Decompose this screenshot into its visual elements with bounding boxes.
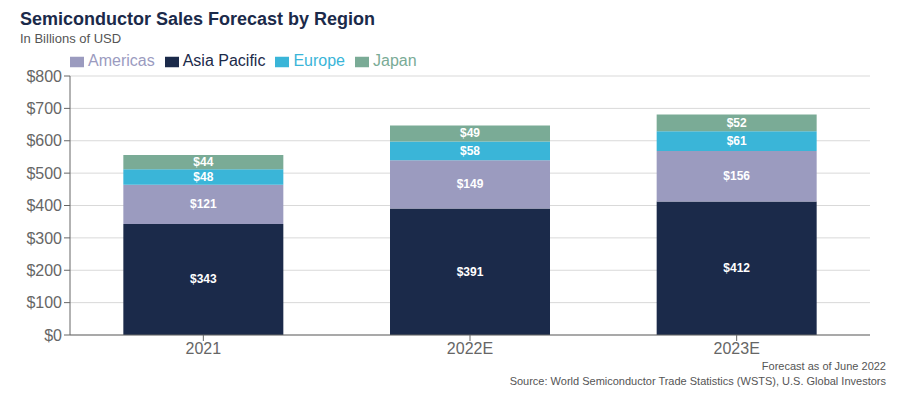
- html-text:Forecast as of June 2022: Forecast as of June 2022: [761, 360, 886, 372]
- svg-text:2022E: 2022E: [447, 340, 493, 357]
- svg-text:2021: 2021: [186, 340, 222, 357]
- svg-text:$343: $343: [190, 272, 217, 286]
- svg-text:$100: $100: [26, 294, 62, 311]
- html-text:Europe: Europe: [293, 52, 345, 69]
- svg-text:2023E: 2023E: [714, 340, 760, 357]
- svg-text:$49: $49: [460, 126, 480, 140]
- svg-text:$500: $500: [26, 165, 62, 182]
- html-text:Japan: Japan: [373, 52, 417, 69]
- svg-text:$149: $149: [457, 177, 484, 191]
- svg-text:$412: $412: [723, 261, 750, 275]
- svg-text:$48: $48: [193, 170, 213, 184]
- html-text:In Billions of USD: In Billions of USD: [20, 31, 122, 46]
- html-text:Semiconductor Sales Forecast b: Semiconductor Sales Forecast by Region: [20, 9, 376, 29]
- html-text:Asia Pacific: Asia Pacific: [182, 52, 266, 69]
- svg-text:$0: $0: [44, 327, 62, 344]
- html-text:Americas: Americas: [88, 52, 155, 69]
- svg-text:$391: $391: [457, 265, 484, 279]
- svg-text:$52: $52: [727, 116, 747, 130]
- svg-text:$600: $600: [26, 132, 62, 149]
- svg-text:$61: $61: [727, 134, 747, 148]
- svg-text:$300: $300: [26, 230, 62, 247]
- svg-text:$800: $800: [26, 68, 62, 85]
- svg-text:$121: $121: [190, 197, 217, 211]
- svg-text:$156: $156: [723, 169, 750, 183]
- svg-text:$700: $700: [26, 100, 62, 117]
- svg-text:$44: $44: [193, 155, 213, 169]
- html-text:Source: World Semiconductor Tr: Source: World Semiconductor Trade Statis…: [509, 375, 886, 387]
- svg-text:$200: $200: [26, 262, 62, 279]
- svg-text:$400: $400: [26, 197, 62, 214]
- svg-text:$58: $58: [460, 144, 480, 158]
